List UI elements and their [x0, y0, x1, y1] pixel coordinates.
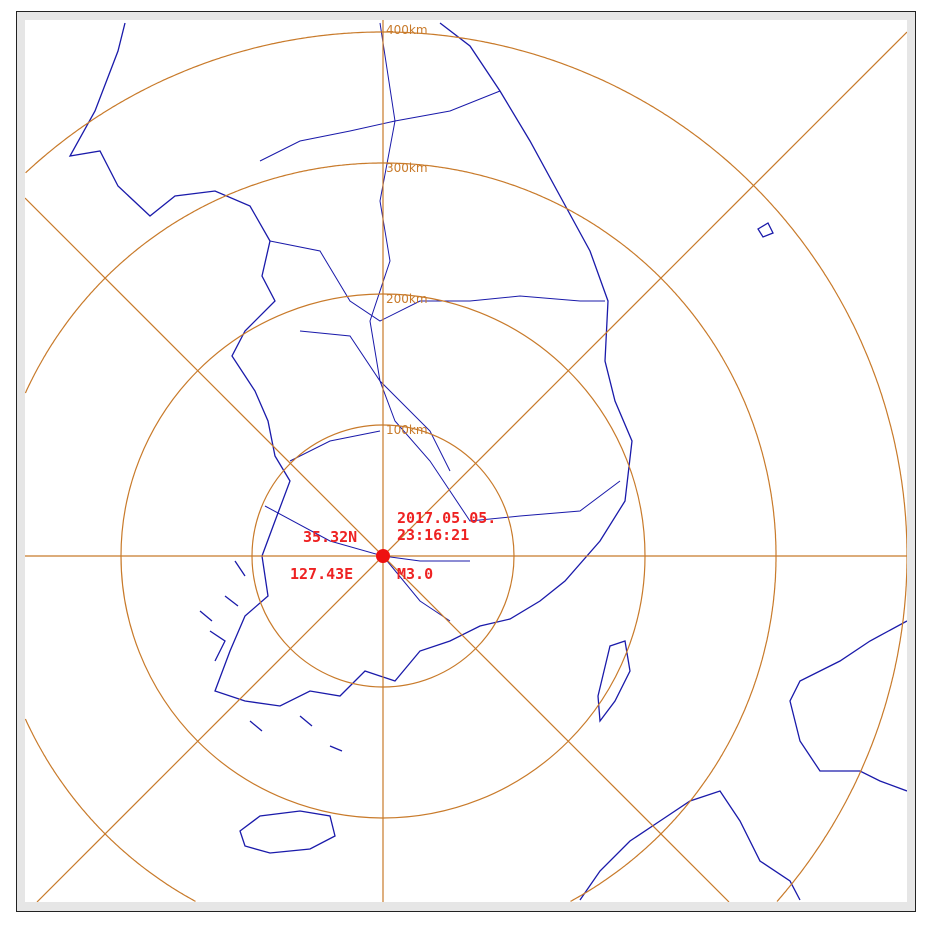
range-rings: [25, 20, 907, 902]
epicenter-marker: [376, 549, 390, 563]
jeju-island: [239, 810, 336, 854]
small-island: [757, 222, 774, 238]
coastlines: [68, 22, 907, 901]
tsushima-island: [597, 640, 631, 723]
event-latitude: 35.32N: [303, 528, 357, 546]
map-frame: 100km 200km 300km 400km 35.32N 127.43E 2…: [16, 11, 916, 912]
ring-label-300km: 300km: [386, 161, 428, 175]
west-sea-islands: [199, 560, 343, 752]
ring-label-400km: 400km: [386, 23, 428, 37]
event-date: 2017.05.05.: [397, 509, 496, 527]
ring-label-200km: 200km: [386, 292, 428, 306]
earthquake-map: 100km 200km 300km 400km 35.32N 127.43E 2…: [25, 20, 907, 902]
ring-label-100km: 100km: [386, 423, 428, 437]
map-background: [25, 20, 907, 902]
ring-300km: [25, 162, 777, 902]
diagonal-line-sw-ne: [36, 31, 907, 902]
event-time: 23:16:21: [397, 526, 469, 544]
event-magnitude: M3.0: [397, 565, 433, 583]
korean-peninsula-coast: [68, 22, 633, 707]
event-longitude: 127.43E: [290, 565, 353, 583]
japan-coast: [579, 620, 907, 901]
ring-400km: [25, 31, 907, 902]
diagonal-line-nw-se: [25, 197, 730, 902]
ring-labels: 100km 200km 300km 400km: [386, 23, 428, 437]
